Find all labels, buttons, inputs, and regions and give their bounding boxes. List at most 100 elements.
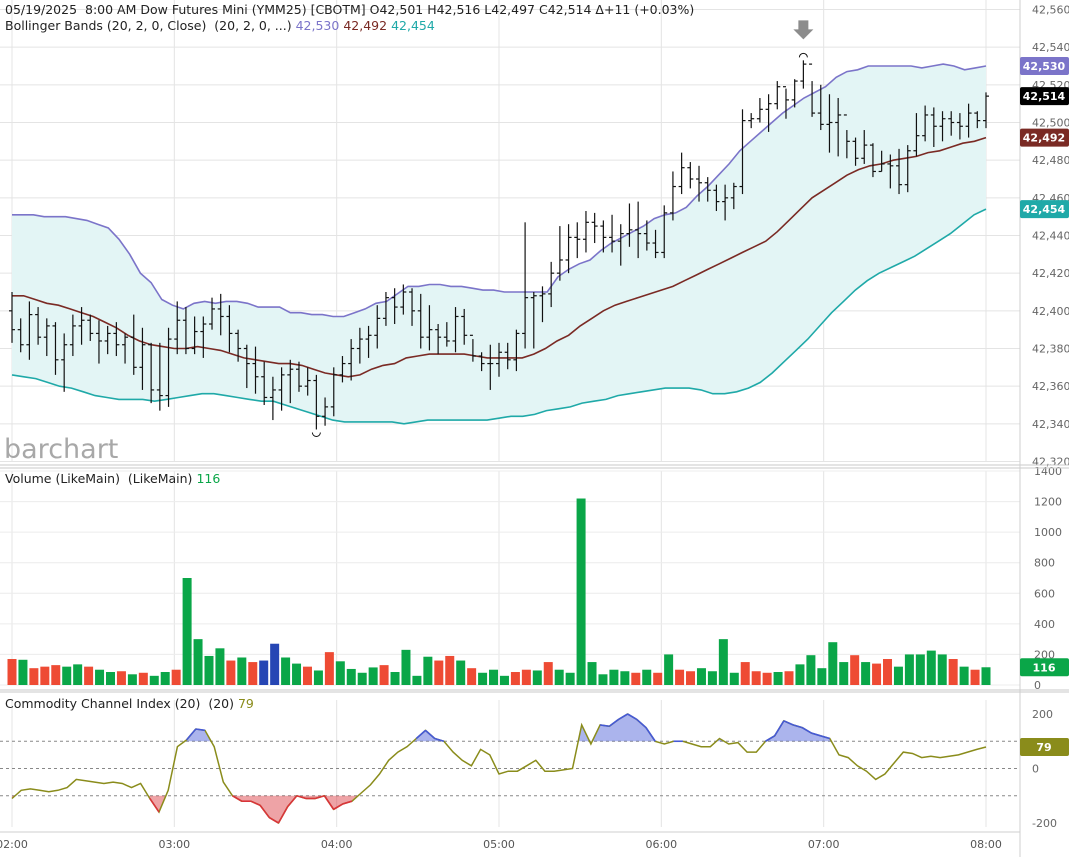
volume-bar xyxy=(171,669,181,685)
cci-tag-text: 79 xyxy=(1036,741,1051,754)
volume-bar xyxy=(18,659,28,685)
volume-bar xyxy=(281,657,291,685)
volume-bar xyxy=(182,578,192,685)
volume-bar xyxy=(116,671,126,685)
cci-under-segment xyxy=(296,794,307,800)
cci-under-segment xyxy=(250,800,261,807)
volume-bar xyxy=(762,672,772,685)
volume-bar xyxy=(105,672,115,685)
volume-bar xyxy=(696,668,706,685)
volume-bar xyxy=(598,674,608,685)
volume-bar xyxy=(193,639,203,685)
volume-bar xyxy=(237,657,247,685)
cci-over-segment xyxy=(820,735,831,740)
x-tick-label: 06:00 xyxy=(645,838,677,851)
cci-over-segment xyxy=(627,713,638,721)
volume-bar xyxy=(510,672,520,685)
cci-overbought-fill xyxy=(765,720,832,742)
volume-bar xyxy=(554,669,564,685)
x-tick-label: 07:00 xyxy=(808,838,840,851)
cci-under-segment xyxy=(259,804,270,819)
volume-bar xyxy=(292,663,302,685)
volume-bar xyxy=(467,668,477,685)
volume-bar xyxy=(445,655,455,685)
bollinger-header: Bollinger Bands (20, 2, 0, Close) (20, 2… xyxy=(5,18,435,34)
cci-plot xyxy=(11,713,987,825)
cci-header: Commodity Channel Index (20) (20) 79 xyxy=(5,696,254,712)
last-price-tag: 42,514 xyxy=(1020,87,1069,106)
price-tick-label: 42,400 xyxy=(1032,305,1069,318)
volume-bar xyxy=(302,666,312,685)
cci-over-segment xyxy=(792,724,803,729)
cci-overbought-fill xyxy=(592,714,656,742)
volume-bar xyxy=(653,672,663,685)
cci-over-segment xyxy=(415,729,427,740)
bollinger-middle-value: 42,492 xyxy=(343,18,388,33)
cci-value: 79 xyxy=(237,696,254,711)
cci-over-segment xyxy=(599,724,610,728)
volume-bar xyxy=(215,648,225,685)
volume-bar xyxy=(324,652,334,685)
middle-band-tag-bg xyxy=(1020,128,1069,147)
volume-bar xyxy=(926,650,936,685)
lower-band-tag-bg xyxy=(1020,200,1069,219)
barchart-watermark: barchart xyxy=(4,434,118,465)
volume-bar xyxy=(839,662,849,685)
volume-bar xyxy=(390,672,400,685)
volume-bar xyxy=(937,654,947,685)
volume-bar xyxy=(456,660,466,685)
volume-bar xyxy=(368,667,378,685)
cci-oversold-fill xyxy=(148,795,166,813)
volume-bar xyxy=(226,660,236,685)
down-arrow-icon xyxy=(793,20,814,40)
volume-bar xyxy=(707,671,717,685)
cci-over-segment xyxy=(645,727,656,742)
cci-over-segment xyxy=(434,737,445,743)
volume-bar xyxy=(357,672,367,685)
volume-bar xyxy=(806,655,816,685)
volume-bar xyxy=(751,671,761,685)
volume-bar xyxy=(95,669,105,685)
price-tags: 42,530 42,514 42,492 42,454 116 79 xyxy=(1020,57,1069,756)
cci-overbought-fill xyxy=(184,729,212,742)
volume-bar xyxy=(478,672,488,685)
volume-bar xyxy=(62,666,72,685)
volume-bar xyxy=(7,659,17,685)
cci-over-segment xyxy=(185,728,197,741)
cci-under-segment xyxy=(323,795,335,810)
volume-bar xyxy=(948,659,958,685)
x-tick-label: 03:00 xyxy=(158,838,190,851)
cci-tag: 79 xyxy=(1020,737,1069,756)
cci-under-segment xyxy=(277,806,289,824)
volume-tag-bg xyxy=(1020,658,1069,677)
volume-bar xyxy=(576,498,586,685)
high-marker xyxy=(798,52,808,58)
price-tick-label: 42,440 xyxy=(1032,230,1069,243)
volume-tick-label: 0 xyxy=(1034,679,1041,692)
volume-bar xyxy=(543,662,553,685)
volume-bar xyxy=(313,670,323,685)
volume-bar xyxy=(729,672,739,685)
volume-bar xyxy=(631,672,641,685)
volume-bar xyxy=(379,665,389,685)
volume-tag: 116 xyxy=(1020,658,1069,677)
volume-bar xyxy=(346,668,356,685)
price-tick-label: 42,380 xyxy=(1032,343,1069,356)
volume-bar xyxy=(904,654,914,685)
volume-bar xyxy=(609,669,619,685)
volume-bar xyxy=(401,649,411,685)
lower-band-tag: 42,454 xyxy=(1020,200,1069,219)
volume-bar xyxy=(981,667,991,685)
price-bars xyxy=(9,60,989,430)
cci-tag-bg xyxy=(1020,737,1069,756)
low-marker xyxy=(311,432,321,437)
x-tick-label: 08:00 xyxy=(970,838,1002,851)
cci-label: Commodity Channel Index (20) (20) xyxy=(5,696,234,711)
volume-bar xyxy=(773,672,783,685)
bollinger-label: Bollinger Bands (20, 2, 0, Close) (20, 2… xyxy=(5,18,292,33)
x-tick-label: 04:00 xyxy=(321,838,353,851)
volume-bar xyxy=(73,664,83,685)
cci-tick-label: 200 xyxy=(1032,708,1053,721)
price-tick-label: 42,500 xyxy=(1032,117,1069,130)
